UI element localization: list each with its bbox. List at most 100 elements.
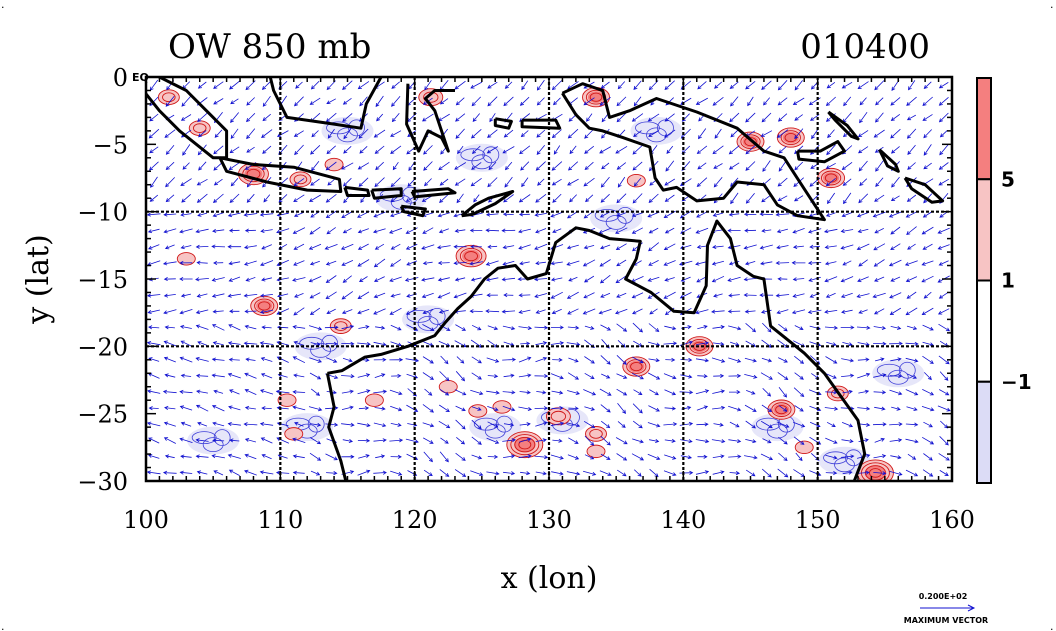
wind-vector (518, 228, 531, 234)
wind-vector (389, 227, 403, 234)
wind-vector (211, 373, 225, 378)
wind-vector (213, 98, 224, 105)
negative-contour (417, 315, 439, 331)
wind-vector (938, 323, 951, 332)
wind-vector (227, 212, 241, 218)
wind-vector (858, 160, 868, 172)
wind-vector (872, 211, 886, 218)
wind-vector (697, 81, 707, 90)
y-tick-label: −25 (77, 401, 128, 429)
wind-vector (504, 81, 513, 89)
wind-vector (521, 177, 529, 188)
wind-vector (890, 357, 902, 362)
wind-vector (390, 324, 402, 331)
wind-vector (213, 81, 224, 89)
wind-vector (600, 193, 610, 203)
vorticity-contour (506, 431, 544, 459)
wind-vector (939, 389, 950, 396)
wind-vector (244, 438, 257, 443)
wind-vector (744, 374, 758, 379)
wind-vector (404, 277, 419, 282)
wind-vector (391, 81, 400, 89)
wind-vector (810, 114, 820, 121)
wind-vector (275, 470, 290, 475)
wind-vector (647, 453, 661, 460)
reference-vector-arrowhead (967, 604, 976, 612)
wind-vector (165, 161, 175, 171)
wind-vector (163, 437, 176, 444)
wind-vector (712, 389, 726, 394)
wind-vector (227, 372, 241, 379)
wind-vector (437, 260, 450, 265)
wind-vector (309, 260, 320, 266)
wind-vector (276, 259, 289, 267)
wind-vector (229, 309, 240, 314)
wind-vector (244, 324, 257, 330)
wind-vector (375, 95, 384, 108)
wind-vector (324, 244, 338, 250)
wind-vector (841, 358, 855, 363)
wind-vector (891, 406, 901, 411)
wind-vector (924, 372, 932, 381)
x-tick-label: 160 (929, 506, 975, 534)
wind-vector (390, 243, 401, 250)
wind-vector (632, 308, 643, 315)
wind-vector (406, 260, 418, 266)
vorticity-contour (550, 410, 567, 422)
wind-vector (359, 146, 368, 154)
wind-vector (567, 161, 579, 171)
wind-vector (728, 439, 742, 444)
wind-vector (518, 309, 531, 314)
wind-vector (905, 422, 919, 427)
wind-vector (825, 373, 837, 379)
coastline-layer (146, 77, 945, 481)
wind-vector (907, 373, 917, 379)
wind-vector (584, 406, 595, 411)
wind-vector (583, 245, 595, 250)
wind-vector (534, 243, 548, 250)
wind-vector (341, 260, 354, 266)
wind-vector (727, 228, 741, 233)
wind-vector (295, 81, 303, 89)
wind-vector (922, 211, 933, 218)
wind-vector (778, 146, 787, 154)
x-axis-label: x (lon) (501, 561, 598, 596)
wind-vector (148, 454, 160, 459)
wind-vector (908, 80, 916, 91)
vorticity-contour (622, 356, 651, 377)
wind-vector (211, 293, 225, 298)
positive-vorticity-area (278, 393, 297, 407)
wind-vector (648, 260, 659, 266)
wind-vector (310, 145, 321, 155)
wind-vector (922, 243, 933, 250)
wind-vector (373, 357, 387, 362)
wind-vector (487, 374, 499, 379)
positive-vorticity-area (585, 426, 607, 442)
negative-contour (646, 127, 667, 143)
wind-vector (533, 277, 548, 282)
wind-vector (923, 144, 932, 156)
wind-vector (794, 372, 804, 380)
wind-vector (276, 340, 289, 346)
seram-coast (520, 118, 562, 130)
wind-vector (695, 97, 708, 105)
vorticity-contour (510, 434, 540, 456)
wind-vector (518, 325, 533, 330)
wind-vector (745, 112, 756, 123)
wind-vector (518, 373, 532, 378)
wind-vector (374, 243, 385, 250)
wind-vector (664, 454, 677, 460)
wind-vector (585, 194, 594, 203)
wind-vector (472, 113, 481, 122)
wind-vector (357, 243, 369, 250)
wind-vector (180, 340, 192, 347)
wind-vector (179, 437, 193, 443)
wind-vector (293, 194, 305, 203)
wind-vector (859, 178, 868, 186)
x-tick-label: 110 (257, 506, 303, 534)
wind-vector (937, 308, 950, 315)
wind-vector (373, 292, 386, 299)
wind-vector (598, 308, 612, 315)
wind-vector (615, 274, 628, 284)
wind-vector (600, 292, 611, 298)
